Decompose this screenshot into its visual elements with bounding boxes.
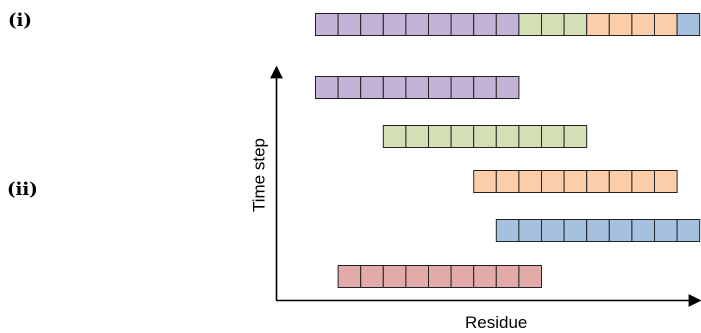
sequence-cell-purple [337, 13, 362, 36]
time-step-cell-blue [495, 219, 520, 242]
time-step-cell-blue [541, 219, 565, 242]
time-step-cell-orange [518, 170, 543, 193]
time-step-cell-red [518, 265, 543, 288]
time-step-cell-green [518, 125, 543, 148]
time-step-cell-orange [608, 170, 633, 193]
time-step-rows [315, 76, 701, 288]
sequence-cell-orange [631, 13, 656, 36]
time-step-cell-green [495, 125, 520, 148]
sequence-cell-green [541, 13, 565, 36]
time-step-cell-orange [563, 170, 588, 193]
sequence-cell-orange [586, 13, 610, 36]
time-step-cell-red [360, 265, 384, 288]
time-step-cell-red [495, 265, 520, 288]
time-step-cell-blue [631, 219, 656, 242]
y-axis-title: Time step [249, 137, 269, 213]
time-step-cell-purple [382, 76, 407, 99]
time-step-cell-blue [563, 219, 588, 242]
time-step-cell-green [405, 125, 429, 148]
time-step-cell-purple [428, 76, 452, 99]
time-step-cell-green [450, 125, 475, 148]
time-step-cell-purple [495, 76, 520, 99]
time-step-cell-red [428, 265, 452, 288]
time-step-cell-orange [631, 170, 656, 193]
time-step-cell-red [450, 265, 475, 288]
panel-label-ii: (ii) [7, 179, 38, 200]
time-step-cell-green [382, 125, 407, 148]
time-step-row-5 [337, 265, 543, 288]
time-step-cell-orange [541, 170, 565, 193]
time-step-cell-purple [315, 76, 339, 99]
x-axis-title: Residue [465, 313, 528, 332]
panel-label-i: (i) [8, 10, 32, 31]
time-step-cell-green [541, 125, 565, 148]
time-step-cell-orange [473, 170, 497, 193]
sequence-cell-green [563, 13, 588, 36]
sequence-cell-green [518, 13, 543, 36]
sequence-cell-purple [495, 13, 520, 36]
time-step-cell-green [563, 125, 588, 148]
time-step-cell-orange [495, 170, 520, 193]
time-step-cell-red [405, 265, 429, 288]
sequence-cell-orange [654, 13, 678, 36]
time-step-cell-orange [586, 170, 610, 193]
time-step-cell-blue [518, 219, 543, 242]
sequence-cell-purple [428, 13, 452, 36]
time-step-row-2 [382, 125, 588, 148]
time-step-cell-purple [473, 76, 497, 99]
time-step-cell-blue [608, 219, 633, 242]
sequence-cell-purple [315, 13, 339, 36]
time-step-row-3 [473, 170, 678, 193]
time-step-row-4 [495, 219, 701, 242]
time-step-cell-purple [405, 76, 429, 99]
sequence-cell-purple [450, 13, 475, 36]
sequence-cell-purple [382, 13, 407, 36]
time-step-cell-purple [337, 76, 362, 99]
time-step-cell-purple [360, 76, 384, 99]
time-step-cell-red [473, 265, 497, 288]
time-step-cell-purple [450, 76, 475, 99]
time-step-cell-blue [676, 219, 701, 242]
sequence-cell-purple [405, 13, 429, 36]
sequence-cell-purple [360, 13, 384, 36]
time-step-cell-red [337, 265, 362, 288]
sequence-cell-purple [473, 13, 497, 36]
time-step-row-1 [315, 76, 520, 99]
sequence-cell-orange [608, 13, 633, 36]
sequence-row [315, 13, 701, 36]
time-step-cell-green [428, 125, 452, 148]
time-step-cell-blue [654, 219, 678, 242]
time-step-cell-green [473, 125, 497, 148]
sequence-cell-blue [676, 13, 701, 36]
time-step-cell-red [382, 265, 407, 288]
time-step-cell-orange [654, 170, 678, 193]
time-step-cell-blue [586, 219, 610, 242]
